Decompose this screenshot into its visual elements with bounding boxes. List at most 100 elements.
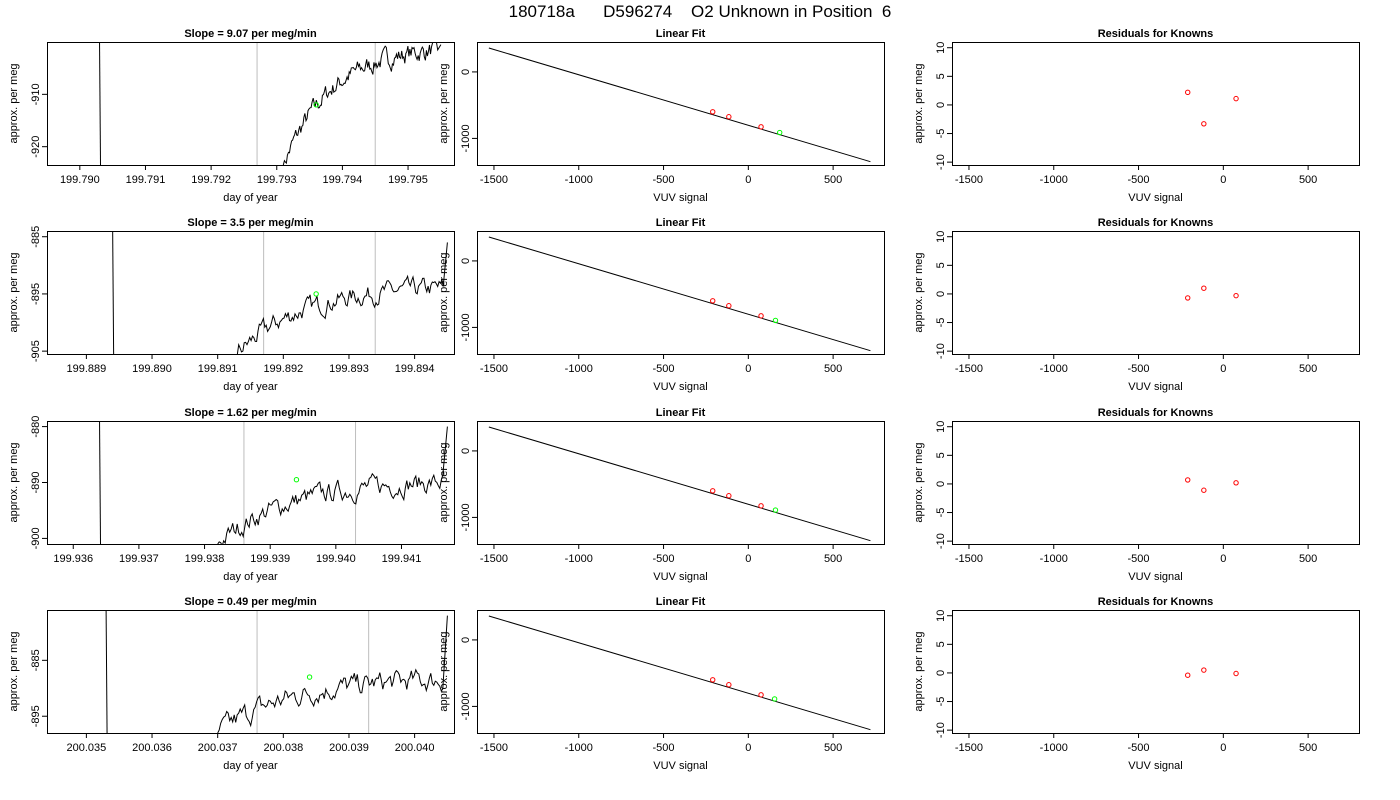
signal-trace	[217, 615, 448, 733]
panel-title: Slope = 1.62 per meg/min	[184, 407, 317, 419]
plot-area	[1185, 477, 1239, 493]
fit-panel-2: Linear Fit -1500 -1000 -500 0 500 VUV signal -1…	[438, 217, 885, 393]
x-tick-label: 199.938	[185, 553, 225, 565]
x-tick-label: -1000	[1040, 174, 1068, 186]
y-tick-label: -880	[30, 416, 42, 438]
x-tick-label: 199.889	[67, 363, 107, 375]
x-tick-label: 0	[1220, 553, 1226, 565]
fit-line	[488, 426, 871, 542]
plot-frame	[952, 421, 1360, 545]
y-tick-label: -10	[935, 154, 947, 170]
residual-point	[1233, 670, 1239, 677]
plot-area	[105, 610, 448, 733]
x-tick-label: 200.037	[198, 742, 238, 754]
known-point	[710, 298, 716, 304]
y-axis-label: approx. per meg	[8, 63, 20, 143]
page-title: 180718a D596274 O2 Unknown in Position 6	[508, 2, 892, 21]
x-axis-label: VUV signal	[653, 381, 707, 393]
x-tick-label: -1500	[480, 553, 508, 565]
x-tick-label: 199.790	[60, 174, 100, 186]
known-point	[726, 114, 732, 120]
fit-line	[488, 236, 871, 352]
y-tick-label: 5	[935, 452, 947, 458]
y-tick-label: -5	[935, 129, 947, 139]
x-axis-label: day of year	[223, 760, 278, 772]
known-point	[758, 124, 764, 130]
y-tick-label: -5	[935, 318, 947, 328]
panel-title: Linear Fit	[656, 217, 706, 229]
x-tick-label: 200.040	[395, 742, 435, 754]
residual-point	[1233, 480, 1239, 486]
y-tick-label: -10	[935, 722, 947, 738]
unknown-point	[293, 477, 300, 483]
x-tick-label: 199.792	[191, 174, 231, 186]
plot-frame	[477, 610, 885, 734]
y-tick-label: 5	[935, 262, 947, 268]
known-point	[710, 109, 716, 115]
unknown-point	[772, 507, 779, 513]
known-point	[758, 503, 764, 509]
plot-area	[1185, 285, 1239, 301]
x-tick-label: 500	[1299, 174, 1317, 186]
panel-title: Slope = 3.5 per meg/min	[187, 217, 314, 229]
plot-area	[488, 615, 871, 731]
panel-title: Residuals for Knowns	[1098, 28, 1214, 40]
x-tick-label: 199.937	[119, 553, 159, 565]
plot-area	[1185, 667, 1239, 678]
x-tick-label: 0	[745, 174, 751, 186]
plot-frame	[952, 231, 1360, 355]
x-tick-label: -1000	[565, 363, 593, 375]
y-tick-label: -5	[935, 697, 947, 707]
y-axis-label: approx. per meg	[438, 252, 450, 332]
x-tick-label: 0	[745, 553, 751, 565]
x-tick-label: 199.795	[388, 174, 428, 186]
y-axis-label: approx. per meg	[913, 442, 925, 522]
x-axis-label: day of year	[223, 381, 278, 393]
fit-panel-4: Linear Fit -1500 -1000 -500 0 500 VUV signal -1…	[438, 596, 885, 772]
x-tick-label: 199.793	[257, 174, 297, 186]
residual-point	[1201, 667, 1207, 673]
y-tick-label: -900	[30, 527, 42, 549]
plot-frame	[477, 421, 885, 545]
x-tick-label: 0	[1220, 742, 1226, 754]
x-tick-label: 199.794	[323, 174, 363, 186]
unknown-point	[313, 102, 319, 108]
panel-title: Slope = 9.07 per meg/min	[184, 28, 317, 40]
y-tick-label: -890	[30, 471, 42, 493]
residual-point	[1233, 95, 1239, 102]
signal-trace	[282, 42, 442, 165]
plot-area	[488, 47, 871, 163]
x-tick-label: 500	[824, 363, 842, 375]
plot-area	[488, 236, 871, 352]
x-tick-label: 0	[1220, 174, 1226, 186]
x-tick-label: -1000	[1040, 363, 1068, 375]
panel-title: Slope = 0.49 per meg/min	[184, 596, 317, 608]
panel-title: Linear Fit	[656, 28, 706, 40]
x-tick-label: 200.039	[329, 742, 369, 754]
plot-frame	[47, 42, 455, 166]
trace-panel-1: Slope = 9.07 per meg/min 199.790 199.791 19…	[8, 28, 455, 204]
x-tick-label: -500	[653, 363, 675, 375]
trace-panel-2: Slope = 3.5 per meg/min 199.889 199.890 199…	[8, 217, 455, 393]
residual-point	[1185, 295, 1191, 301]
y-tick-label: -5	[935, 508, 947, 518]
residuals-panel-2: Residuals for Knowns -1500 -1000 -500 0 500 VU…	[913, 217, 1360, 393]
panel-title: Residuals for Knowns	[1098, 217, 1214, 229]
panel-title: Residuals for Knowns	[1098, 407, 1214, 419]
x-tick-label: 200.036	[132, 742, 172, 754]
y-axis-label: approx. per meg	[913, 252, 925, 332]
y-axis-label: approx. per meg	[438, 442, 450, 522]
x-tick-label: -1000	[565, 742, 593, 754]
known-point	[726, 493, 732, 499]
plot-frame	[477, 231, 885, 355]
x-tick-label: 199.892	[263, 363, 303, 375]
trace-panel-4: Slope = 0.49 per meg/min 200.035 200.036 20…	[8, 596, 455, 772]
x-tick-label: -500	[1128, 553, 1150, 565]
y-tick-label: -885	[30, 226, 42, 248]
y-axis-label: approx. per meg	[913, 63, 925, 143]
y-tick-label: -1000	[460, 692, 472, 720]
spike-line	[112, 231, 115, 354]
residual-point	[1233, 292, 1239, 299]
plot-frame	[952, 610, 1360, 734]
